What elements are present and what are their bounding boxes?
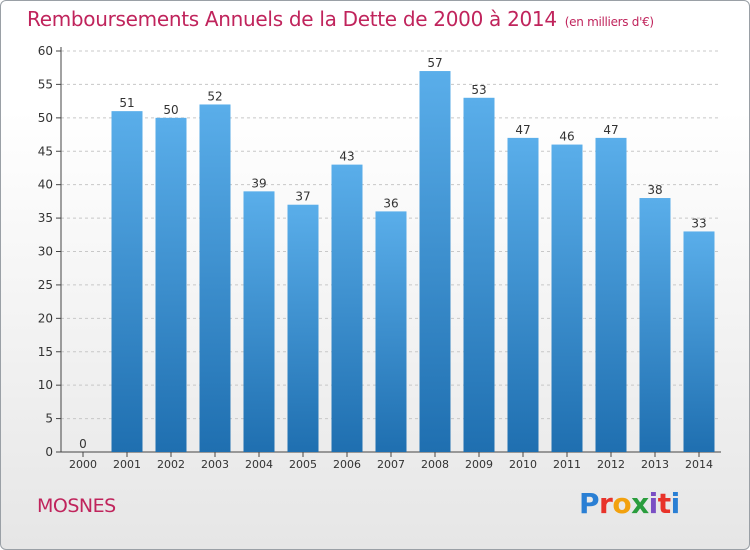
y-tick-label: 15 bbox=[38, 345, 53, 359]
data-label-2003: 52 bbox=[207, 89, 222, 103]
data-label-2002: 50 bbox=[163, 103, 178, 117]
y-tick-label: 50 bbox=[38, 111, 53, 125]
x-tick-label: 2004 bbox=[245, 458, 273, 471]
bar-2003 bbox=[199, 104, 231, 452]
x-tick-label: 2010 bbox=[509, 458, 537, 471]
title-unit: (en milliers d'€) bbox=[564, 15, 654, 29]
bar-2013 bbox=[639, 198, 671, 452]
y-tick-label: 0 bbox=[45, 445, 53, 459]
bar-2008 bbox=[419, 71, 451, 453]
data-label-2011: 46 bbox=[559, 130, 574, 144]
bar-2012 bbox=[595, 137, 627, 452]
x-tick-label: 2009 bbox=[465, 458, 493, 471]
x-tick-label: 2007 bbox=[377, 458, 405, 471]
bar-2002 bbox=[155, 117, 187, 452]
bar-2005 bbox=[287, 204, 319, 452]
x-tick-label: 2013 bbox=[641, 458, 669, 471]
bars bbox=[111, 71, 715, 453]
y-tick-label: 55 bbox=[38, 77, 53, 91]
data-label-2012: 47 bbox=[603, 123, 618, 137]
x-tick-label: 2006 bbox=[333, 458, 361, 471]
data-labels: 0 51 50 52 39 37 43 36 57 53 47 46 47 38 33 bbox=[79, 56, 706, 451]
x-tick-label: 2014 bbox=[685, 458, 713, 471]
y-tick-label: 35 bbox=[38, 211, 53, 225]
data-label-2001: 51 bbox=[119, 96, 134, 110]
bar-2014 bbox=[683, 231, 715, 452]
data-label-2010: 47 bbox=[515, 123, 530, 137]
x-tick-label: 2001 bbox=[113, 458, 141, 471]
y-tick-label: 45 bbox=[38, 144, 53, 158]
data-label-2013: 38 bbox=[647, 183, 662, 197]
x-tick-label: 2012 bbox=[597, 458, 625, 471]
y-tick-label: 40 bbox=[38, 178, 53, 192]
y-tick-label: 25 bbox=[38, 278, 53, 292]
x-tick-label: 2000 bbox=[69, 458, 97, 471]
data-label-2009: 53 bbox=[471, 83, 486, 97]
bar-2011 bbox=[551, 144, 583, 453]
title-text: Remboursements Annuels de la Dette de 20… bbox=[27, 7, 557, 31]
bar-2009 bbox=[463, 97, 495, 453]
data-label-2005: 37 bbox=[295, 190, 310, 204]
data-label-2004: 39 bbox=[251, 176, 266, 190]
x-tick-label: 2003 bbox=[201, 458, 229, 471]
data-label-2007: 36 bbox=[383, 196, 398, 210]
bar-2010 bbox=[507, 137, 539, 452]
y-tick-label: 30 bbox=[38, 245, 53, 259]
proxiti-logo: Proxiti bbox=[579, 487, 680, 520]
bar-2007 bbox=[375, 211, 407, 452]
x-tick-label: 2005 bbox=[289, 458, 317, 471]
chart-title: Remboursements Annuels de la Dette de 20… bbox=[27, 7, 654, 31]
y-tick-label: 20 bbox=[38, 311, 53, 325]
y-tick-label: 5 bbox=[45, 412, 53, 426]
y-tick-label: 10 bbox=[38, 378, 53, 392]
commune-name: MOSNES bbox=[37, 495, 116, 517]
data-label-2008: 57 bbox=[427, 56, 442, 70]
data-label-2000: 0 bbox=[79, 437, 87, 451]
data-label-2006: 43 bbox=[339, 150, 354, 164]
x-tick-label: 2008 bbox=[421, 458, 449, 471]
y-tick-label: 60 bbox=[38, 44, 53, 58]
x-tick-label: 2002 bbox=[157, 458, 185, 471]
bar-2004 bbox=[243, 191, 275, 452]
x-tick-label: 2011 bbox=[553, 458, 581, 471]
data-label-2014: 33 bbox=[691, 216, 706, 230]
bar-2006 bbox=[331, 164, 363, 452]
bar-2001 bbox=[111, 111, 143, 453]
